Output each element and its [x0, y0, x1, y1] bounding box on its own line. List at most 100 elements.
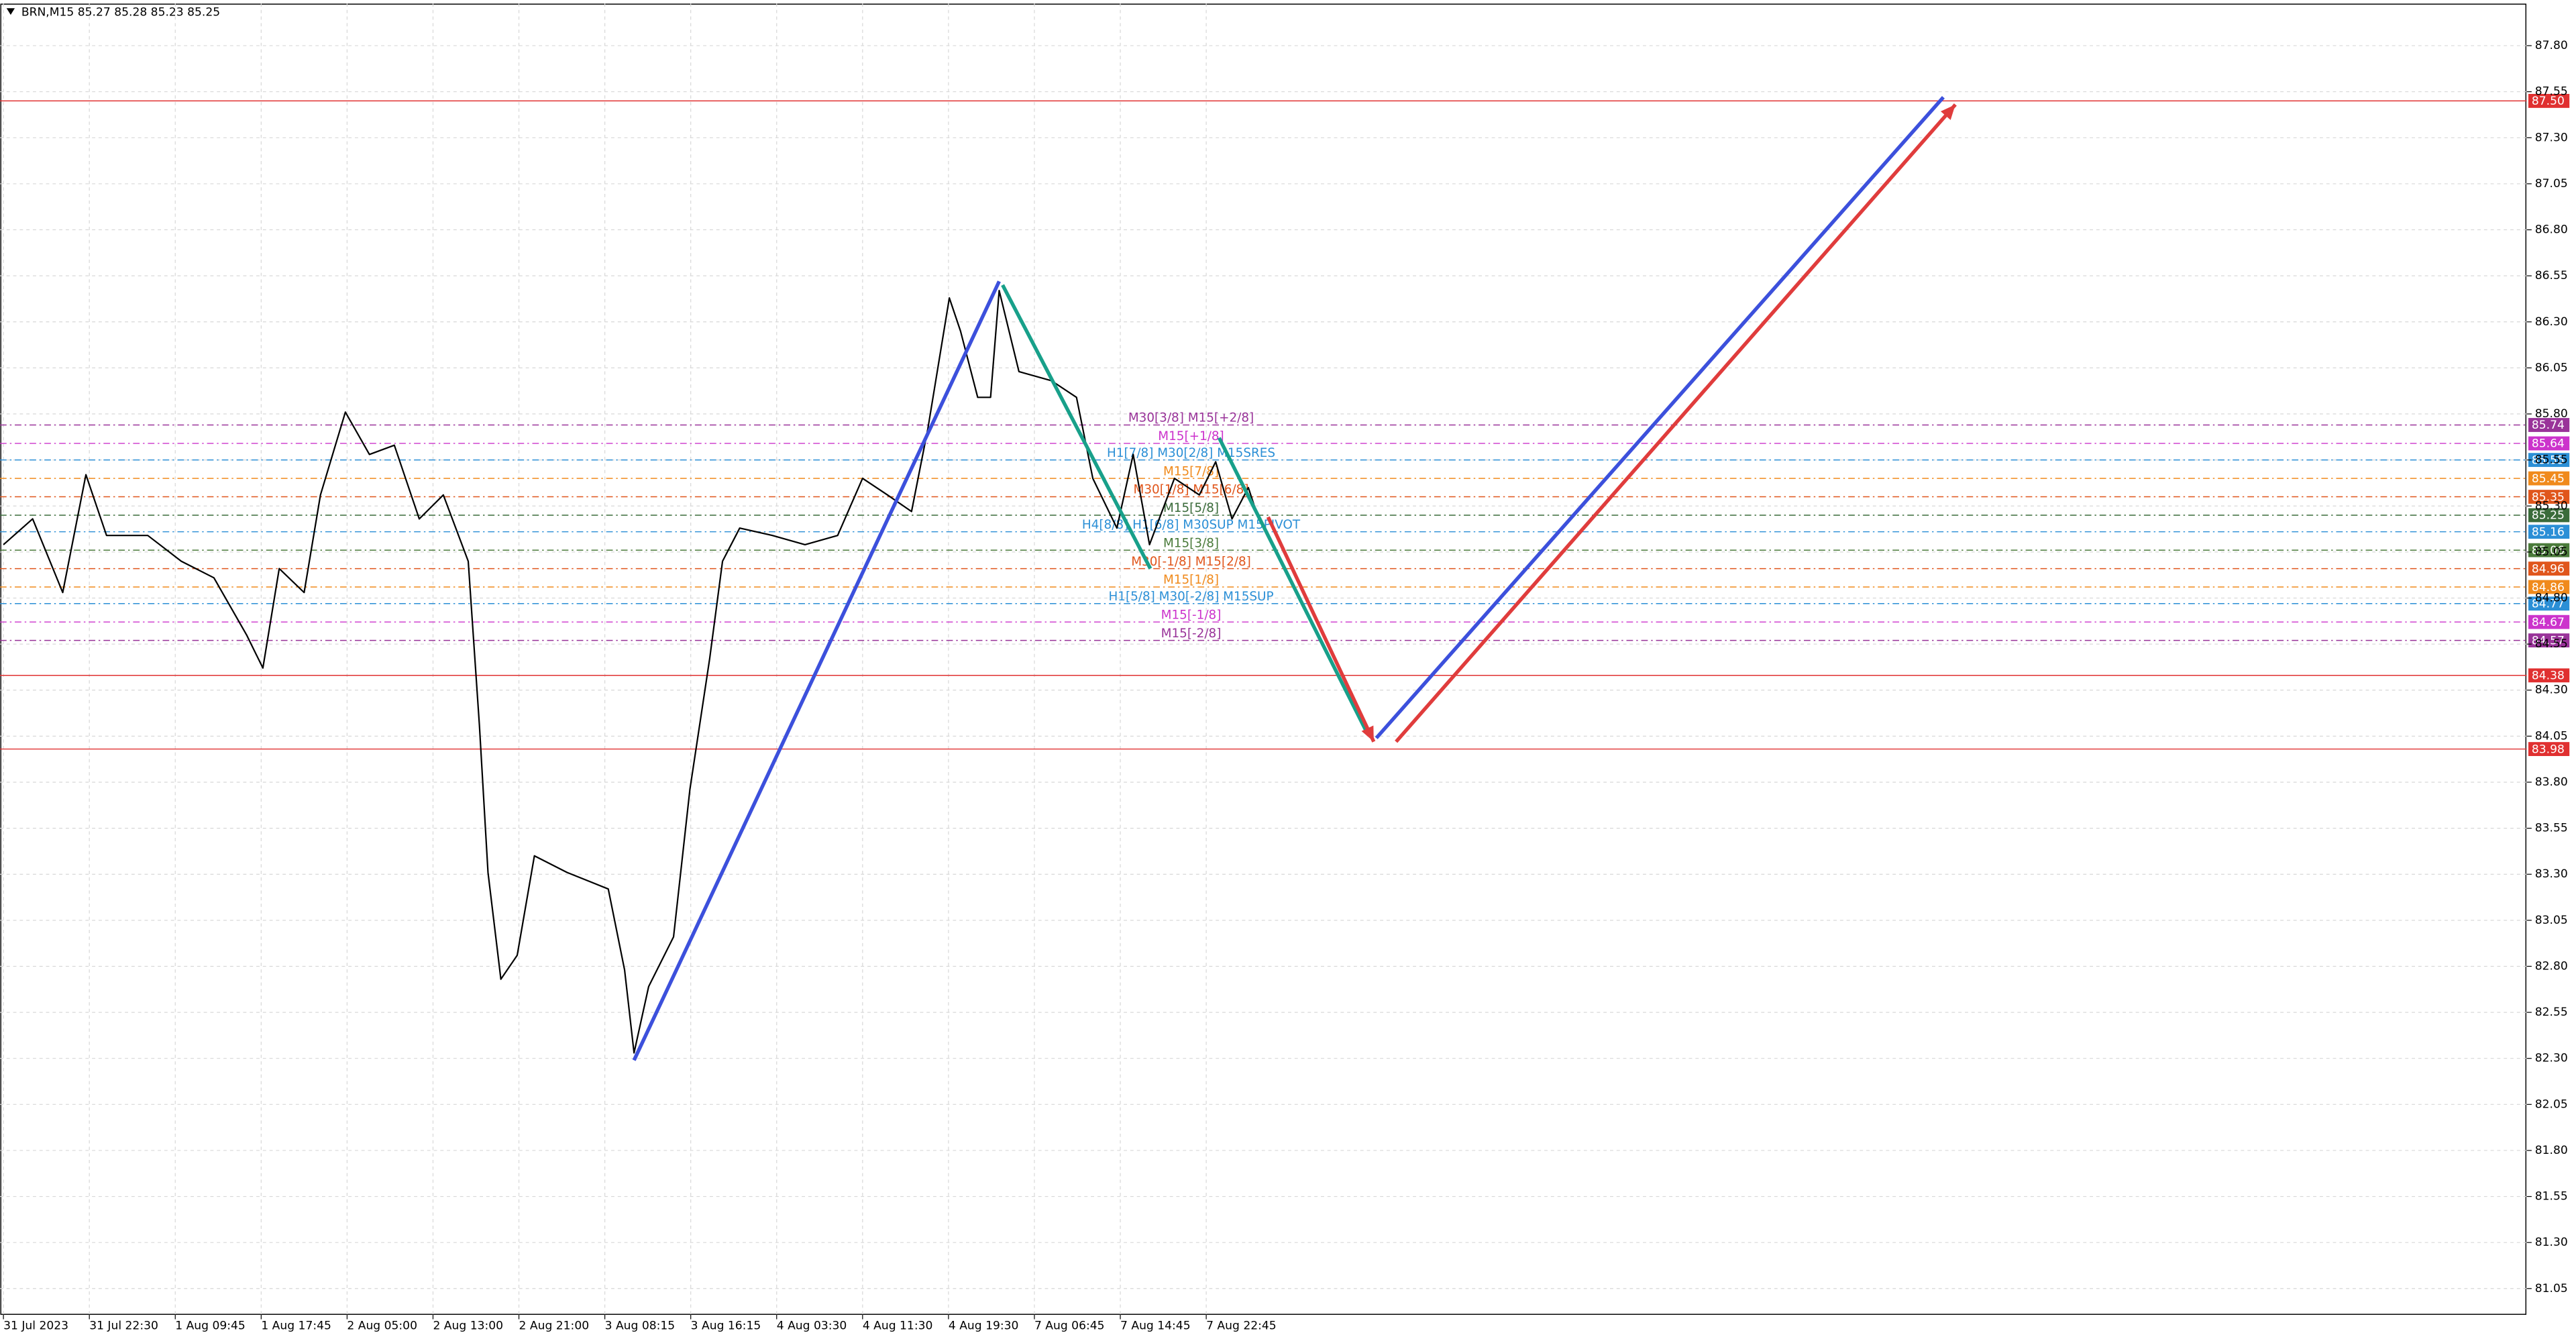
- level-tag-label: 84.57: [2532, 634, 2565, 647]
- arrow-head: [1361, 725, 1374, 742]
- level-tag: [2528, 742, 2570, 756]
- level-tag: [2528, 596, 2570, 611]
- y-tick-label: 84.80: [2535, 592, 2568, 605]
- level-tag-label: 84.77: [2532, 597, 2565, 610]
- level-annotation: M15[1/8]: [1163, 573, 1219, 587]
- y-tick-label: 85.80: [2535, 407, 2568, 421]
- axes: 87.80 87.55 87.30 87.05 86.80 86.55 86.30 86.05…: [3, 39, 2568, 1332]
- y-tick-label: 86.55: [2535, 269, 2568, 282]
- level-tag-label: 85.06: [2532, 544, 2565, 557]
- level-annotation: M30[-1/8] M15[2/8]: [1131, 555, 1251, 569]
- trend-line: [1217, 437, 1368, 734]
- level-annotation: M15[-2/8]: [1161, 627, 1222, 641]
- trend-line: [1001, 284, 1152, 570]
- trend-line: [1395, 103, 1957, 743]
- x-tick-label: 2 Aug 13:00: [433, 1319, 503, 1332]
- level-tag: [2528, 436, 2570, 451]
- level-tag-label: 84.67: [2532, 616, 2565, 629]
- grid: [0, 3, 2527, 1315]
- level-tag: [2528, 94, 2570, 108]
- x-tick-label: 3 Aug 16:15: [691, 1319, 761, 1332]
- y-tick-label: 83.30: [2535, 867, 2568, 881]
- y-tick-label: 83.80: [2535, 775, 2568, 789]
- level-annotation: H1[7/8] M30[2/8] M15SRES: [1107, 446, 1275, 460]
- level-tag: [2528, 580, 2570, 594]
- y-tick-label: 84.30: [2535, 684, 2568, 697]
- level-tag: [2528, 668, 2570, 683]
- level-annotation: M30[3/8] M15[+2/8]: [1128, 411, 1254, 425]
- x-tick-label: 7 Aug 14:45: [1120, 1319, 1191, 1332]
- level-tag-label: 83.98: [2532, 743, 2565, 756]
- x-tick-label: 3 Aug 08:15: [605, 1319, 676, 1332]
- level-tag: [2528, 508, 2570, 523]
- y-tick-label: 81.05: [2535, 1282, 2568, 1295]
- y-tick-label: 86.80: [2535, 223, 2568, 237]
- level-tag: [2528, 633, 2570, 648]
- level-annotation: M15[+1/8]: [1158, 429, 1224, 443]
- x-tick-label: 2 Aug 21:00: [519, 1319, 590, 1332]
- trend-line: [1266, 516, 1376, 743]
- y-tick-label: 87.55: [2535, 85, 2568, 99]
- x-tick-label: 4 Aug 11:30: [863, 1319, 933, 1332]
- level-tag-label: 85.25: [2532, 509, 2565, 523]
- x-tick-label: 1 Aug 17:45: [261, 1319, 331, 1332]
- x-tick-label: 7 Aug 06:45: [1034, 1319, 1105, 1332]
- y-tick-label: 83.55: [2535, 822, 2568, 835]
- level-tag: [2528, 614, 2570, 629]
- y-tick-label: 82.55: [2535, 1006, 2568, 1019]
- level-annotation: H1[5/8] M30[-2/8] M15SUP: [1108, 590, 1273, 604]
- level-tag: [2528, 418, 2570, 432]
- plot-frame: [0, 3, 2527, 1315]
- x-tick-label: 4 Aug 19:30: [949, 1319, 1019, 1332]
- level-annotation: M15[3/8]: [1163, 536, 1219, 550]
- level-tag: [2528, 471, 2570, 486]
- x-tick-label: 1 Aug 09:45: [175, 1319, 246, 1332]
- y-tick-label: 85.30: [2535, 499, 2568, 513]
- x-tick-label: 31 Jul 2023: [3, 1319, 68, 1332]
- y-tick-label: 82.05: [2535, 1097, 2568, 1111]
- x-tick-label: 2 Aug 05:00: [347, 1319, 417, 1332]
- arrow-head: [1940, 104, 1955, 120]
- y-tick-label: 87.80: [2535, 39, 2568, 52]
- chart-title: BRN,M15 85.27 85.28 85.23 85.25: [21, 5, 220, 19]
- level-tag-label: 84.86: [2532, 581, 2565, 594]
- trend-line: [1375, 96, 1945, 739]
- level-tag-label: 84.96: [2532, 562, 2565, 576]
- y-tick-label: 83.05: [2535, 914, 2568, 927]
- level-annotation: H4[8/8] H1[6/8] M30SUP M15PIVOT: [1082, 518, 1301, 532]
- y-tick-label: 82.80: [2535, 959, 2568, 973]
- level-tag-label: 85.16: [2532, 525, 2565, 539]
- level-tag-label: 85.45: [2532, 472, 2565, 486]
- y-tick-label: 81.80: [2535, 1144, 2568, 1157]
- level-tag-label: 85.74: [2532, 419, 2565, 432]
- y-tick-label: 85.05: [2535, 545, 2568, 559]
- y-tick-label: 86.30: [2535, 315, 2568, 329]
- x-tick-label: 31 Jul 22:30: [89, 1319, 158, 1332]
- y-tick-label: 87.05: [2535, 177, 2568, 191]
- level-tag-label: 84.38: [2532, 670, 2565, 683]
- level-tag-label: 85.64: [2532, 437, 2565, 451]
- levels: 87.50 85.74 M30[3/8] M15[+2/8] 85.64 M15[+1/…: [0, 94, 2570, 756]
- level-tag: [2528, 561, 2570, 576]
- y-tick-label: 86.05: [2535, 361, 2568, 374]
- level-tag-label: 87.50: [2532, 95, 2565, 108]
- price-line: [3, 290, 1260, 1054]
- y-tick-label: 85.55: [2535, 453, 2568, 467]
- level-tag-label: 85.35: [2532, 490, 2565, 504]
- level-annotation: M15[5/8]: [1163, 501, 1219, 515]
- level-tag: [2528, 525, 2570, 539]
- level-tag: [2528, 543, 2570, 557]
- symbol-menu-icon[interactable]: [6, 8, 15, 15]
- y-tick-label: 87.30: [2535, 131, 2568, 144]
- level-tag-label: 85.55: [2532, 453, 2565, 467]
- trend-line: [632, 280, 1001, 1061]
- y-tick-label: 81.55: [2535, 1190, 2568, 1203]
- y-tick-label: 82.30: [2535, 1052, 2568, 1065]
- level-annotation: M15[-1/8]: [1161, 608, 1222, 622]
- level-tag: [2528, 490, 2570, 504]
- x-tick-label: 7 Aug 22:45: [1206, 1319, 1277, 1332]
- level-annotation: M15[7/8]: [1163, 464, 1219, 478]
- y-tick-label: 84.05: [2535, 729, 2568, 743]
